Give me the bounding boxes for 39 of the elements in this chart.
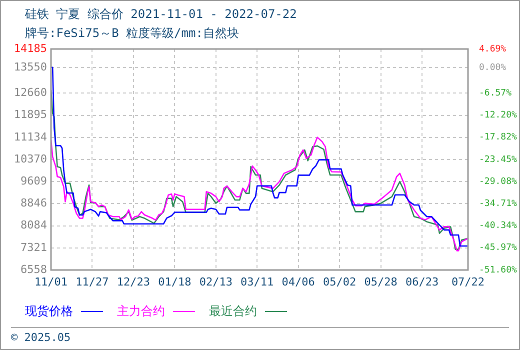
text: © 2025.05 <box>11 331 71 344</box>
x-tick-label: 05/02 <box>323 275 356 288</box>
y2-tick-label: -45.97% <box>479 243 518 254</box>
y-tick-label: 6558 <box>20 262 47 276</box>
x-tick-label: 12/23 <box>116 275 150 288</box>
x-tick-label: 06/23 <box>405 275 439 288</box>
x-tick-label: 07/22 <box>451 275 485 288</box>
x-tick-label: 05/28 <box>364 275 398 288</box>
legend-label: 现货价格 <box>25 304 73 318</box>
x-tick-label: 03/11 <box>240 275 274 288</box>
y2-tick-label: -23.45% <box>479 154 518 165</box>
x-tick-label: 04/06 <box>282 275 315 288</box>
x-tick-label: 11/01 <box>34 275 68 288</box>
legend-label: 主力合约 <box>117 304 165 318</box>
y-tick-label: 14185 <box>14 42 47 55</box>
y2-tick-label: -6.57% <box>479 88 512 99</box>
y2-tick-label: 0.00% <box>479 62 507 73</box>
y2-tick-label: -51.60% <box>479 265 518 276</box>
y-tick-label: 8846 <box>20 196 47 210</box>
y-tick-label: 13550 <box>14 60 47 74</box>
chart-title: 硅铁 宁夏 综合价 2021-11-01 - 2022-07-22 <box>25 6 297 23</box>
y-tick-label: 11134 <box>14 130 48 144</box>
y-tick-label: 12660 <box>14 86 47 100</box>
chart-subtitle: 牌号:FeSi75～B 粒度等级/mm:自然块 <box>25 25 239 42</box>
x-tick-label: 02/13 <box>199 275 232 288</box>
y2-tick-label: -29.08% <box>479 176 518 187</box>
y2-tick-label: -40.34% <box>479 221 518 232</box>
y-tick-label: 7321 <box>20 240 47 254</box>
y2-tick-label: -17.82% <box>479 132 518 143</box>
y2-tick-label: -34.71% <box>479 199 518 210</box>
legend-label: 最近合约 <box>209 304 257 318</box>
x-tick-label: 01/18 <box>158 275 192 288</box>
y-tick-label: 9609 <box>20 174 47 188</box>
x-tick-label: 11/27 <box>76 275 109 288</box>
y2-tick-label: 4.69% <box>479 44 507 54</box>
y2-tick-label: -12.20% <box>479 110 518 121</box>
y-tick-label: 11895 <box>14 108 47 122</box>
y-tick-label: 8084 <box>20 218 48 232</box>
y-tick-label: 10370 <box>14 152 47 166</box>
